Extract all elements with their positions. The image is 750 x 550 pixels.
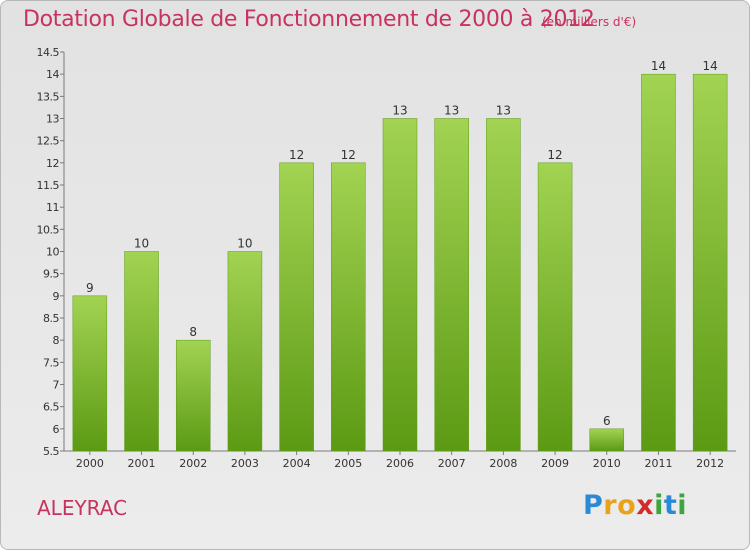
y-tick-label: 8 (53, 334, 60, 347)
y-tick-label: 5.5 (43, 445, 59, 458)
value-label-2001: 10 (134, 237, 149, 251)
value-label-2005: 12 (341, 148, 356, 162)
bar-2012 (692, 73, 728, 452)
y-tick-label: 6.5 (43, 401, 59, 414)
bar-2001 (124, 251, 159, 452)
value-label-2011: 14 (651, 59, 666, 73)
bar-2000 (72, 295, 108, 452)
logo-letter: i (654, 490, 664, 521)
logo-letter: i (677, 490, 688, 521)
value-label-2000: 9 (86, 281, 94, 295)
x-tick-label-2011: 2011 (644, 457, 672, 470)
bar-2006 (382, 118, 418, 452)
axes: 5.5 6 6.5 7 7.5 8 8.5 9 9.5 10 10.5 11 11.5 12 12.5 13 1… (37, 46, 736, 470)
y-tick-label: 6 (53, 423, 60, 436)
value-label-2002: 8 (189, 325, 197, 339)
logo-letter: x (636, 490, 655, 521)
y-tick-label: 14 (46, 68, 59, 81)
logo-letter: t (663, 490, 678, 521)
y-tick-label: 13 (46, 113, 59, 126)
bar-2004 (279, 162, 314, 452)
x-tick-label-2003: 2003 (231, 457, 259, 470)
y-tick-label: 10 (46, 246, 59, 259)
bar-2009 (537, 162, 573, 452)
y-tick-label: 12 (46, 157, 59, 170)
y-tick-label: 9 (53, 290, 60, 303)
y-tick-label: 14.5 (37, 46, 60, 59)
value-label-2004: 12 (289, 148, 304, 162)
x-tick-label-2012: 2012 (696, 457, 724, 470)
y-tick-label: 8.5 (43, 312, 59, 325)
value-label-2003: 10 (237, 237, 252, 251)
y-tick-label: 10.5 (37, 223, 60, 236)
logo-letter: o (617, 490, 637, 521)
value-label-2006: 13 (392, 104, 407, 118)
value-label-2008: 13 (496, 104, 511, 118)
y-tick-label: 11 (46, 201, 59, 214)
y-tick-label: 13.5 (37, 90, 60, 103)
x-tick-label-2010: 2010 (593, 457, 621, 470)
chart-title: Dotation Globale de Fonctionnement de 20… (23, 7, 595, 32)
bars: 9 10 8 10 12 12 13 13 13 12 6 14 14 (72, 59, 728, 452)
bar-2007 (434, 118, 469, 452)
value-label-2010: 6 (603, 414, 611, 428)
x-tick-label-2004: 2004 (283, 457, 311, 470)
logo-letter: r (603, 490, 618, 521)
y-tick-label: 7.5 (43, 356, 59, 369)
y-tick-label: 7 (53, 379, 60, 392)
value-label-2012: 14 (703, 59, 718, 73)
y-tick-label: 11.5 (37, 179, 60, 192)
y-tick-label: 12.5 (37, 135, 60, 148)
chart-subtitle: (en milliers d'€) (542, 15, 637, 29)
logo-letter: P (583, 490, 604, 521)
bar-2002 (175, 339, 211, 452)
bar-2008 (486, 118, 521, 452)
bar-2011 (641, 73, 676, 452)
bar-2010 (589, 428, 625, 452)
x-tick-label-2002: 2002 (179, 457, 207, 470)
x-tick-label-2009: 2009 (541, 457, 569, 470)
value-label-2009: 12 (547, 148, 562, 162)
bar-2005 (331, 162, 366, 452)
x-tick-label-2005: 2005 (334, 457, 362, 470)
value-label-2007: 13 (444, 104, 459, 118)
y-tick-label: 9.5 (43, 268, 59, 281)
bar-2003 (227, 251, 263, 452)
x-tick-label-2006: 2006 (386, 457, 414, 470)
x-tick-label-2001: 2001 (128, 457, 156, 470)
commune-name: ALEYRAC (37, 496, 128, 520)
x-tick-label-2007: 2007 (438, 457, 466, 470)
x-tick-label-2008: 2008 (489, 457, 517, 470)
x-tick-label-2000: 2000 (76, 457, 104, 470)
proxiti-logo: Proxiti (583, 490, 687, 521)
